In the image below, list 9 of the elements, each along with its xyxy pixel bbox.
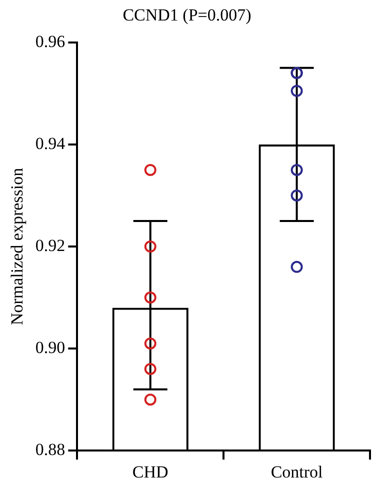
x-tick-label: Control — [270, 462, 324, 482]
y-tick-label: 0.88 — [35, 440, 66, 460]
x-tick-label: CHD — [132, 462, 168, 482]
y-tick-label: 0.96 — [35, 32, 66, 51]
y-tick-label: 0.94 — [35, 134, 66, 153]
y-tick-label: 0.90 — [35, 338, 66, 358]
y-tick-label: 0.92 — [35, 236, 66, 255]
y-axis-title: Normalized expression — [8, 167, 27, 326]
chart-title: CCND1 (P=0.007) — [122, 6, 252, 25]
